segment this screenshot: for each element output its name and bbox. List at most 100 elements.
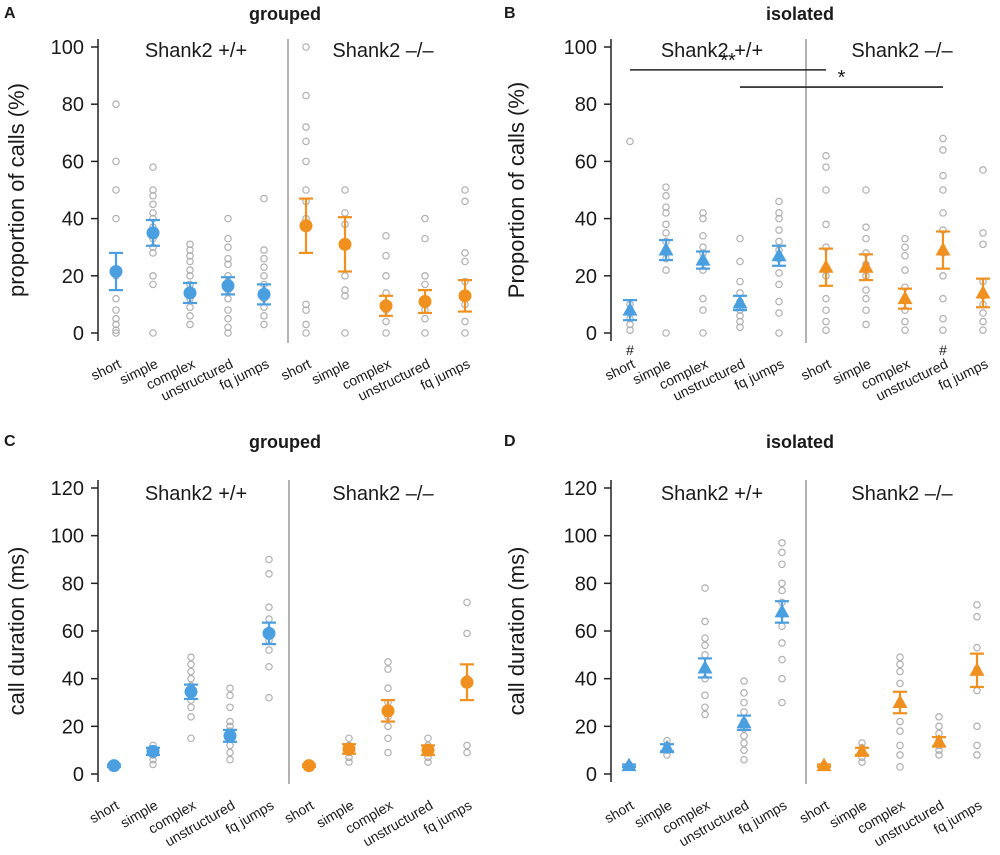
data-point (384, 658, 392, 666)
data-point (662, 266, 670, 274)
data-point (186, 271, 194, 280)
data-point (778, 560, 786, 569)
group-label: Shank2 +/+ (661, 483, 763, 505)
data-point (862, 294, 870, 303)
data-point (740, 689, 748, 697)
data-point (302, 300, 310, 309)
data-point (421, 280, 429, 289)
x-tick-label: short (798, 355, 833, 383)
data-point (775, 309, 783, 317)
data-point (775, 329, 783, 337)
data-point (265, 555, 273, 564)
data-point (224, 243, 232, 252)
data-point (424, 734, 432, 743)
data-point (822, 294, 830, 303)
y-tick-label: 20 (62, 266, 84, 288)
data-point (186, 312, 194, 320)
data-point (149, 280, 157, 289)
data-point (862, 286, 870, 294)
data-point (896, 763, 904, 771)
mean-marker (458, 289, 472, 303)
significance-label: ** (720, 50, 736, 72)
data-point (149, 249, 157, 257)
data-point (384, 748, 392, 757)
data-point (186, 246, 194, 254)
data-point (896, 679, 904, 688)
data-point (662, 229, 670, 237)
data-point (973, 600, 981, 609)
data-point (421, 314, 429, 323)
data-point (265, 569, 273, 578)
data-point (822, 151, 830, 160)
data-point (384, 665, 392, 673)
data-point (224, 254, 232, 263)
panel-title: grouped (249, 432, 321, 452)
data-point (858, 758, 866, 766)
data-point (186, 320, 194, 329)
mean-marker (221, 279, 235, 293)
hash-mark: # (939, 342, 947, 358)
mean-marker (658, 242, 674, 256)
data-point (662, 191, 670, 200)
data-point (382, 251, 390, 260)
group-label: Shank2 –/– (851, 40, 953, 62)
y-tick-label: 20 (62, 716, 84, 738)
data-point (226, 684, 234, 693)
data-point (862, 306, 870, 314)
data-point (461, 317, 469, 326)
data-point (939, 146, 947, 154)
data-point (382, 317, 390, 326)
data-point (901, 234, 909, 243)
data-point (740, 739, 748, 747)
data-point (112, 326, 120, 334)
data-point (149, 163, 157, 171)
data-point (260, 312, 268, 320)
data-point (701, 641, 709, 650)
data-point (778, 586, 786, 595)
data-point (736, 277, 744, 286)
data-point (979, 166, 987, 174)
data-point (341, 329, 349, 337)
mean-marker (183, 286, 197, 300)
data-point (896, 717, 904, 726)
mean-marker (381, 704, 395, 718)
mean-marker (109, 265, 123, 279)
data-point (896, 653, 904, 662)
data-point (662, 209, 670, 217)
data-point (896, 667, 904, 676)
data-point (822, 317, 830, 326)
x-tick-label: short (88, 355, 123, 383)
data-point (973, 741, 981, 750)
data-point (662, 183, 670, 191)
data-point (896, 727, 904, 735)
y-tick-label: 120 (51, 478, 84, 500)
data-point (461, 186, 469, 194)
data-point (939, 314, 947, 323)
data-point (463, 598, 471, 607)
data-point (421, 329, 429, 337)
data-point (662, 220, 670, 229)
data-point (736, 317, 744, 326)
y-tick-label: 100 (51, 526, 84, 548)
data-point (302, 137, 310, 146)
data-point (939, 171, 947, 180)
data-point (226, 717, 234, 726)
data-point (740, 708, 748, 716)
y-tick-label: 40 (575, 669, 597, 691)
data-point (701, 703, 709, 712)
data-point (862, 223, 870, 231)
data-point (935, 751, 943, 759)
x-tick-label: short (797, 797, 832, 826)
x-tick-label: short (87, 797, 122, 826)
data-point (862, 320, 870, 329)
data-point (421, 271, 429, 280)
data-point (302, 186, 310, 194)
data-point (382, 231, 390, 240)
mean-marker (299, 219, 313, 233)
data-point (740, 732, 748, 740)
data-point (626, 326, 634, 334)
data-point (935, 722, 943, 731)
data-point (740, 698, 748, 707)
